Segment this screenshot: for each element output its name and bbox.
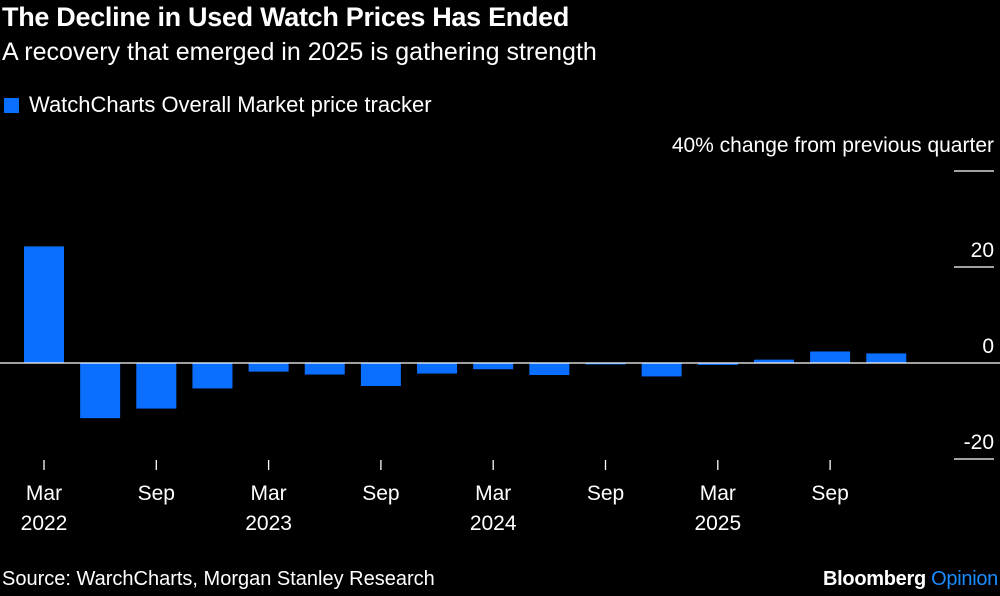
bar [641, 363, 682, 377]
bar [585, 363, 626, 365]
bar [136, 363, 177, 409]
bar [24, 246, 64, 363]
legend-swatch [4, 97, 19, 113]
y-axis-label: 40% change from previous quarter [672, 134, 994, 157]
brand-name: Bloomberg [823, 568, 926, 590]
bar [866, 353, 907, 363]
chart-subtitle: A recovery that emerged in 2025 is gathe… [2, 38, 597, 66]
bar [417, 363, 458, 374]
bar [810, 351, 851, 363]
legend-label: WatchCharts Overall Market price tracker [29, 92, 432, 117]
bar [304, 363, 345, 375]
y-tick-label: 0 [982, 335, 994, 358]
bar [80, 363, 121, 419]
bar [697, 363, 738, 365]
x-tick-label: Mar [475, 482, 511, 505]
x-tick-label: Sep [811, 482, 848, 505]
chart-title: The Decline in Used Watch Prices Has End… [2, 2, 570, 32]
x-tick-year-label: 2022 [21, 512, 68, 535]
x-tick-year-label: 2023 [245, 512, 292, 535]
y-tick-label: 20 [971, 239, 994, 262]
bar [529, 363, 570, 375]
source-note: Source: WarchCharts, Morgan Stanley Rese… [2, 568, 435, 590]
x-tick-label: Sep [138, 482, 175, 505]
bar [248, 363, 289, 372]
x-tick-label: Mar [26, 482, 62, 505]
y-tick-label: -20 [964, 431, 994, 454]
x-tick-label: Sep [362, 482, 399, 505]
bar [360, 363, 401, 387]
brand-logo: Bloomberg Opinion [823, 568, 998, 591]
x-tick-year-label: 2024 [470, 512, 517, 535]
legend: WatchCharts Overall Market price tracker [4, 92, 432, 118]
brand-suffix: Opinion [931, 568, 998, 590]
x-tick-year-label: 2025 [694, 512, 741, 535]
bar [473, 363, 514, 370]
x-tick-label: Mar [251, 482, 287, 505]
bar [192, 363, 233, 389]
x-tick-label: Sep [587, 482, 624, 505]
bar [753, 359, 794, 363]
x-tick-label: Mar [700, 482, 736, 505]
